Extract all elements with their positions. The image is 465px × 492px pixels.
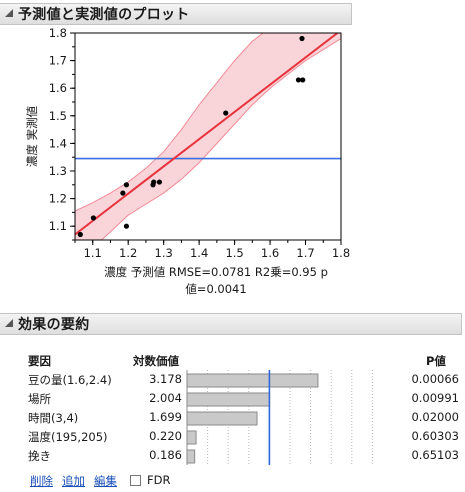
x-tick-label: 1.3 <box>155 246 173 260</box>
confidence-upper-line <box>75 33 264 212</box>
add-button[interactable]: 追加 <box>62 474 85 488</box>
plot-area <box>75 33 341 240</box>
effects-pvalue-cell: 0.02000 <box>411 410 459 424</box>
y-tick-label: 1.6 <box>49 81 67 95</box>
outline-header-plot[interactable]: 予測値と実測値のプロット <box>0 3 352 25</box>
effects-pvalue-cell: 0.00066 <box>411 372 459 386</box>
data-point <box>299 35 305 42</box>
y-tick-label: 1.4 <box>49 136 67 150</box>
y-tick-label: 1.1 <box>49 219 67 233</box>
actual-vs-predicted-plot[interactable]: 1.1 1.2 1.3 1.4 1.5 1.6 1.7 1.8 1.1 1.2 1.3 1.4 1.5 1… <box>0 24 465 264</box>
x-tick-label: 1.6 <box>261 246 279 260</box>
logworth-bar <box>186 449 196 464</box>
col-header-pvalue: P値 <box>426 354 446 368</box>
effects-source-cell[interactable]: 時間(3,4) <box>28 411 79 425</box>
plot-frame <box>74 32 342 241</box>
plot-caption-line2: 値=0.0041 <box>185 282 247 296</box>
effects-source-cell[interactable]: 豆の量(1.6,2.4) <box>28 373 112 387</box>
data-point <box>90 215 97 221</box>
col-header-logworth: 対数価値 <box>133 354 179 368</box>
remove-button[interactable]: 削除 <box>30 474 53 488</box>
effects-logworth-cell: 0.186 <box>149 448 182 462</box>
disclosure-triangle-icon[interactable] <box>2 317 16 331</box>
x-tick-label: 1.5 <box>225 246 243 260</box>
effects-logworth-cell: 2.004 <box>149 391 182 405</box>
data-point <box>295 77 302 83</box>
effects-pvalue-cell: 0.60303 <box>411 429 459 443</box>
logworth-bar <box>186 392 271 407</box>
plot-section-title: 予測値と実測値のプロット <box>18 7 190 23</box>
data-point <box>300 77 306 83</box>
data-point <box>120 190 126 196</box>
effects-source-cell[interactable]: 挽き <box>28 449 51 463</box>
x-tick-label: 1.7 <box>296 246 314 260</box>
disclosure-triangle-icon[interactable] <box>2 7 16 21</box>
effects-logworth-cell: 0.220 <box>149 429 182 443</box>
y-tick-label: 1.7 <box>49 54 67 68</box>
x-tick-label: 1.4 <box>190 246 208 260</box>
x-tick-label: 1.8 <box>332 246 350 260</box>
data-point <box>77 231 83 238</box>
data-point <box>123 223 130 229</box>
y-tick-label: 1.8 <box>49 26 67 40</box>
y-tick-label: 1.3 <box>49 164 67 178</box>
y-tick-label: 1.5 <box>49 109 67 123</box>
plot-caption: 濃度 予測値 RMSE=0.0781 R2乗=0.95 p 値=0.0041 <box>86 264 346 298</box>
effects-logworth-cell: 1.699 <box>149 410 182 424</box>
data-point <box>223 110 229 116</box>
fdr-checkbox[interactable] <box>130 475 141 486</box>
x-tick-label: 1.2 <box>119 246 137 260</box>
logworth-bar <box>186 411 258 426</box>
y-axis-label: 濃度 実測値 <box>25 105 39 167</box>
y-tick-label: 1.2 <box>49 192 67 206</box>
effects-logworth-cell: 3.178 <box>149 372 182 386</box>
outline-header-effects[interactable]: 効果の要約 <box>0 313 462 335</box>
confidence-lower-line <box>100 38 341 240</box>
edit-button[interactable]: 編集 <box>94 474 117 488</box>
col-header-source: 要因 <box>28 354 51 368</box>
logworth-bar <box>186 373 319 388</box>
effects-section-title: 効果の要約 <box>18 317 90 333</box>
effects-pvalue-cell: 0.00991 <box>411 391 459 405</box>
data-point <box>151 179 157 185</box>
fdr-label: FDR <box>147 473 171 487</box>
effects-pvalue-cell: 0.65103 <box>411 448 459 462</box>
x-tick-label: 1.1 <box>84 246 102 260</box>
data-point <box>123 182 130 188</box>
logworth-bar <box>186 430 197 445</box>
data-point <box>156 179 163 185</box>
effects-source-cell[interactable]: 場所 <box>28 392 51 406</box>
effects-source-cell[interactable]: 温度(195,205) <box>28 430 108 444</box>
plot-caption-line1: 濃度 予測値 RMSE=0.0781 R2乗=0.95 p <box>104 265 328 279</box>
fit-line <box>75 33 340 236</box>
